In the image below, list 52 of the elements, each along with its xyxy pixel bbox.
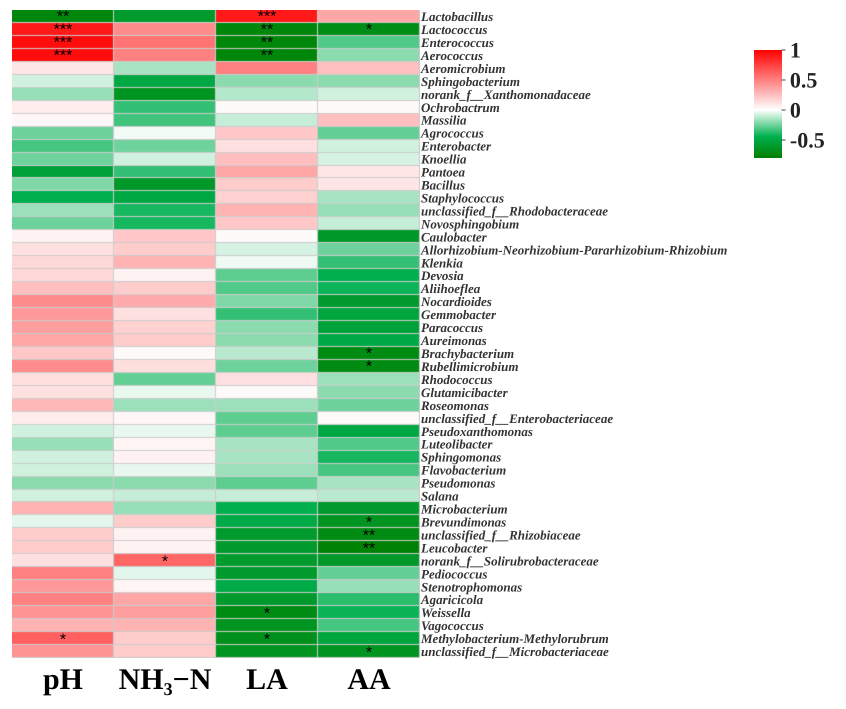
y-tick-label: Glutamicibacter <box>421 384 509 400</box>
y-tick-label: Pantoea <box>421 164 466 180</box>
y-tick-label: Staphylococcus <box>421 190 504 206</box>
y-tick-label: unclassified_f__Enterobacteriaceae <box>421 410 614 426</box>
y-tick-label: unclassified_f__Rhizobiaceae <box>421 527 581 542</box>
y-tick-label: Gemmobacter <box>421 307 498 322</box>
color-bar-label: 0.5 <box>790 68 818 93</box>
y-tick-label: Klenkia <box>420 255 464 270</box>
y-tick-label: Agrococcus <box>420 126 484 141</box>
y-tick-label: Lactobacillus <box>420 9 494 24</box>
y-tick-label: Brevundimonas <box>420 514 506 530</box>
x-tick-label: AA <box>347 663 391 696</box>
data-label: * <box>264 632 270 649</box>
data-label: * <box>366 358 372 376</box>
y-tick-label: Rhodococcus <box>420 372 492 387</box>
x-tick-label: pH <box>42 663 84 696</box>
x-tick-label: NH₃−N <box>118 663 212 696</box>
data-label: * <box>366 644 372 662</box>
x-tick-label: LA <box>246 663 288 696</box>
data-label: * <box>162 554 168 571</box>
y-tick-label: Sphingomonas <box>421 450 502 465</box>
y-tick-label: Brachybacterium <box>420 346 514 361</box>
y-tick-label: Aliihoeflea <box>420 281 481 296</box>
y-tick-label: Aerococcus <box>420 48 484 63</box>
y-tick-label: norank_f__Solirubrobacteraceae <box>421 553 599 568</box>
y-tick-label: Microbacterium <box>420 502 508 517</box>
data-label: *** <box>54 48 72 65</box>
y-tick-label: Aeromicrobium <box>420 60 506 76</box>
y-tick-label: Stenotrophomonas <box>421 579 522 594</box>
y-tick-label: Allorhizobium-Neorhizobium-Pararhizobium-Rhizobium <box>420 242 728 258</box>
y-tick-label: Knoellia <box>420 152 468 167</box>
y-tick-label: Lactococcus <box>420 22 488 37</box>
y-tick-label: Devosia <box>420 268 464 284</box>
y-tick-label: Paracoccus <box>421 320 484 336</box>
y-tick-label: Massilia <box>420 112 468 128</box>
color-bar-label: 1 <box>790 38 801 63</box>
y-tick-label: Roseomonas <box>420 398 489 413</box>
y-tick-label: Sphingobacterium <box>421 74 520 89</box>
y-tick-label: Vagococcus <box>421 618 484 634</box>
data-label: ** <box>362 540 376 558</box>
data-label: ** <box>260 48 274 65</box>
color-bar-label: -0.5 <box>790 128 825 153</box>
y-tick-label: Luteolibacter <box>420 436 494 452</box>
data-label: * <box>60 632 66 649</box>
y-tick-label: Enterococcus <box>420 34 494 50</box>
color-bar-label: 0 <box>790 98 801 123</box>
y-tick-label: Pseudomonas <box>421 476 496 491</box>
y-tick-label: Aureimonas <box>420 333 487 348</box>
y-tick-label: Salana <box>421 488 460 504</box>
y-tick-label: Bacillus <box>420 178 466 193</box>
data-label: * <box>366 22 372 39</box>
data-label: * <box>264 606 270 623</box>
